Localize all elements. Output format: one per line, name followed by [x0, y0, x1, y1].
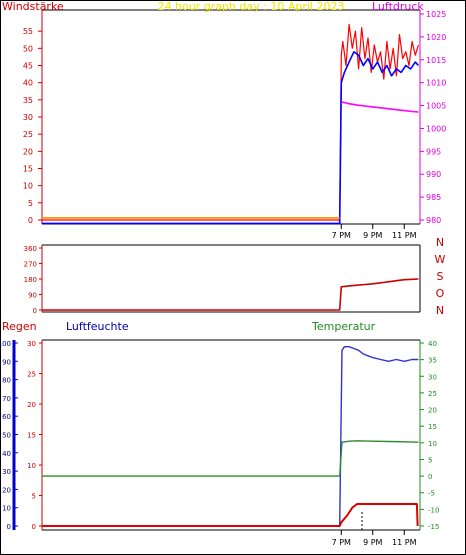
temperature-tick-label: 15 [428, 423, 437, 431]
wind-tick-label: 5 [28, 199, 33, 208]
rain-tick-label: 0 [32, 523, 36, 531]
direction-series [42, 278, 419, 311]
temperature-tick-label: 20 [428, 407, 437, 415]
humidity-tick-label: 80 [2, 377, 11, 385]
wind-tick-label: 40 [23, 79, 33, 88]
wind-tick-label: 10 [23, 182, 33, 191]
direction-tick-label: 270 [24, 261, 37, 269]
pressure-tick-label: 990 [426, 170, 441, 179]
pressure-tick-label: 1025 [426, 10, 446, 19]
series-line-windstrke [42, 23, 419, 221]
temperature-tick-label: 25 [428, 390, 437, 398]
rain-tick-label: 5 [32, 493, 36, 501]
direction-tick-label: 0 [33, 307, 37, 315]
pressure-tick-label: 985 [426, 193, 441, 202]
rain-tick-label: 10 [27, 462, 36, 470]
direction-tick-label: 180 [24, 276, 37, 284]
x-tick-labels-3: 7 PM 9 PM 11 PM [332, 530, 417, 547]
x-tick-label: 11 PM [392, 538, 417, 547]
series-line-luftfeuchte [339, 346, 419, 527]
rain-tick-label: 25 [27, 371, 36, 379]
wind-pressure-series [42, 23, 419, 225]
direction-tick-label: 360 [24, 245, 37, 253]
x-tick-label: 11 PM [392, 231, 417, 240]
direction-tick-labels: 0 90 180 270 360 [24, 245, 42, 315]
pressure-tick-label: 1015 [426, 56, 446, 65]
x-tick-label: 9 PM [363, 538, 382, 547]
humidity-axis-label: Luftfeuchte [66, 320, 129, 333]
x-tick-label: 7 PM [332, 231, 351, 240]
wind-tick-labels: 0 5 10 15 20 25 30 35 40 45 50 55 [23, 27, 42, 225]
pressure-tick-label: 1000 [426, 124, 446, 133]
compass-label: N [436, 236, 444, 249]
humidity-tick-label: 20 [2, 486, 11, 494]
pressure-axis-label: Luftdruck [372, 0, 424, 13]
pressure-tick-label: 1005 [426, 102, 446, 111]
rain-axis-label: Regen [2, 320, 37, 333]
temperature-axis-label: Temperatur [311, 320, 376, 333]
temperature-tick-labels: -15 -10 -5 0 5 10 15 20 25 30 35 40 [420, 340, 439, 531]
humidity-tick-label: 50 [2, 432, 11, 440]
humidity-tick-label: 40 [2, 450, 11, 458]
series-line-windavg [42, 50, 419, 225]
rain-tick-label: 15 [27, 432, 36, 440]
compass-label: N [436, 304, 444, 317]
pressure-tick-labels: 980 985 990 995 1000 1005 1010 1015 1020 1025 [420, 10, 446, 225]
compass-label: S [437, 270, 444, 283]
wind-tick-label: 35 [23, 96, 33, 105]
series-line-direction [42, 278, 419, 311]
x-tick-labels-1: 7 PM 9 PM 11 PM [332, 224, 417, 240]
wind-tick-label: 0 [28, 216, 33, 225]
humidity-tick-label: 70 [2, 395, 11, 403]
humidity-tick-labels: 0 10 20 30 40 50 60 70 80 90 100 [0, 340, 18, 531]
wind-tick-label: 25 [23, 130, 33, 139]
pressure-tick-label: 995 [426, 147, 441, 156]
wind-tick-label: 20 [23, 147, 33, 156]
rain-tick-label: 20 [27, 401, 36, 409]
wind-axis-label: Windstärke [2, 0, 64, 13]
temperature-tick-label: 30 [428, 373, 437, 381]
temperature-tick-label: 5 [428, 456, 432, 464]
wind-tick-label: 55 [23, 27, 33, 36]
x-tick-label: 7 PM [332, 538, 351, 547]
wind-tick-label: 30 [23, 113, 33, 122]
rain-tick-labels: 0 5 10 15 20 25 30 [27, 340, 42, 531]
wind-tick-label: 50 [23, 44, 33, 53]
temperature-tick-label: -5 [428, 490, 435, 498]
temperature-tick-label: 10 [428, 440, 437, 448]
compass-label: W [435, 253, 446, 266]
humidity-tick-label: 60 [2, 413, 11, 421]
wind-tick-label: 15 [23, 165, 33, 174]
series-line-temperatur [42, 440, 419, 477]
temperature-tick-label: 0 [428, 473, 432, 481]
wind-tick-label: 45 [23, 62, 33, 71]
temperature-tick-label: 40 [428, 340, 437, 348]
pressure-tick-label: 1020 [426, 33, 446, 42]
x-tick-label: 9 PM [363, 231, 382, 240]
humidity-tick-label: 90 [2, 358, 11, 366]
direction-tick-label: 90 [28, 292, 37, 300]
series-line-luftdruck [341, 101, 419, 113]
compass-label: O [436, 287, 445, 300]
pressure-tick-label: 980 [426, 216, 441, 225]
humidity-tick-label: 10 [2, 505, 11, 513]
temperature-tick-label: -15 [428, 523, 439, 531]
temperature-tick-label: 35 [428, 357, 437, 365]
humidity-tick-label: 0 [7, 523, 11, 531]
temperature-tick-label: -10 [428, 506, 439, 514]
series-line-regen [42, 503, 419, 527]
humidity-tick-label: 100 [0, 340, 11, 348]
rain-tick-label: 30 [27, 340, 36, 348]
pressure-tick-label: 1010 [426, 79, 446, 88]
rain-humidity-temp-series [42, 346, 419, 527]
humidity-tick-label: 30 [2, 468, 11, 476]
chart-title: 24 hour graph day : 10 April 2023 [158, 0, 345, 13]
